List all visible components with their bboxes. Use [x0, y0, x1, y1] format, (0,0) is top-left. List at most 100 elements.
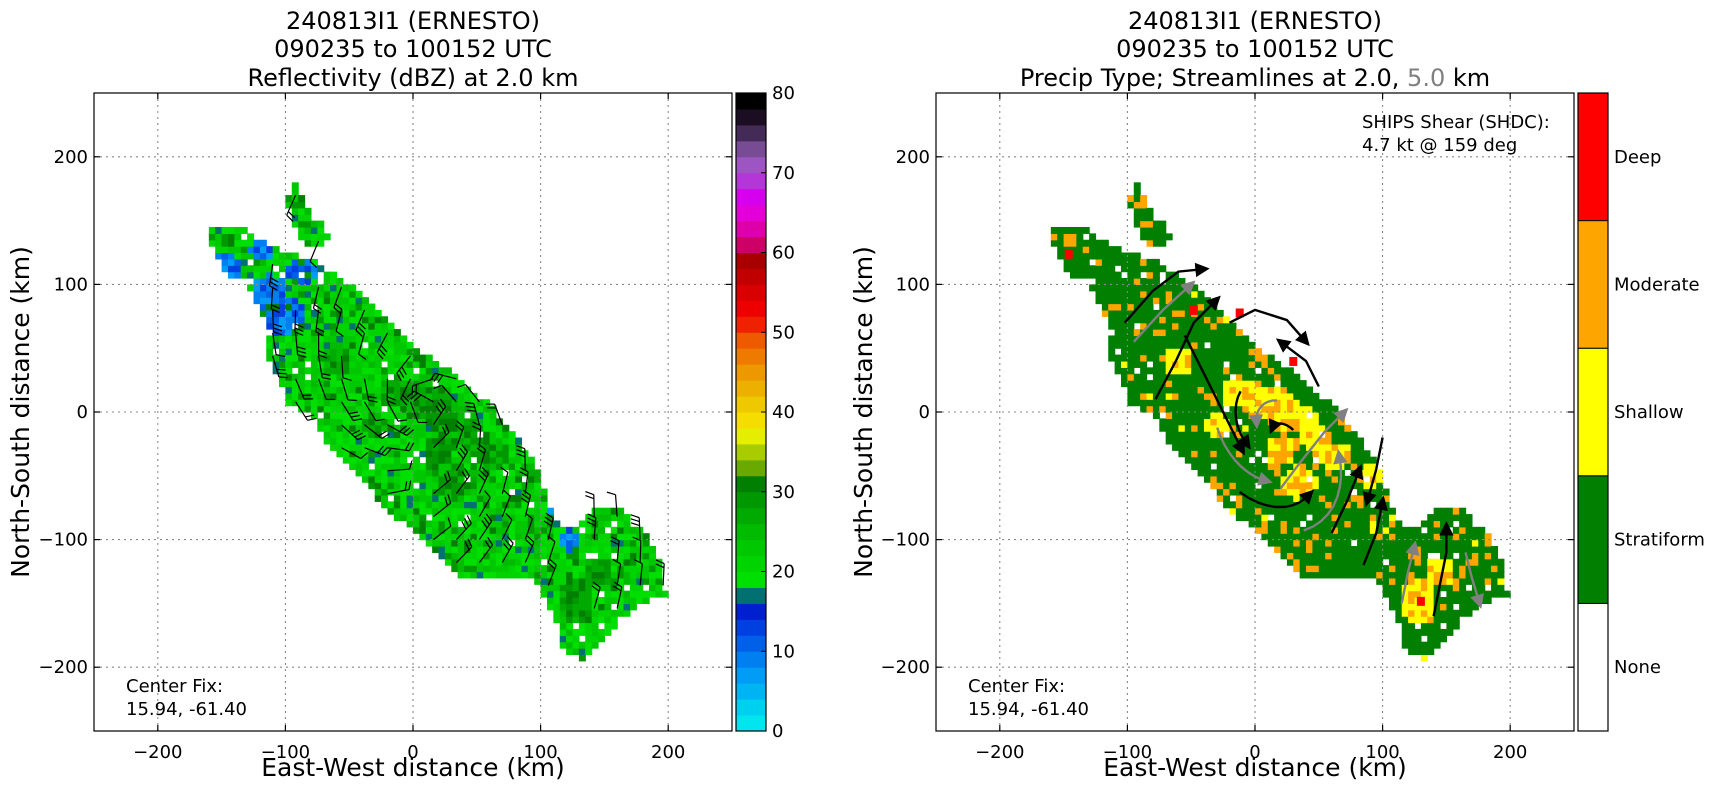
reflectivity-cell	[336, 412, 344, 419]
precip-type-cell	[1248, 437, 1256, 445]
precip-type-cell	[1433, 514, 1441, 522]
precip-type-cell	[1312, 450, 1320, 458]
reflectivity-cell	[649, 590, 657, 598]
precip-type-cell	[1280, 469, 1288, 477]
reflectivity-cell	[572, 616, 580, 624]
precip-type-cell	[1140, 303, 1148, 311]
precip-type-cell	[1382, 507, 1390, 515]
reflectivity-cell	[393, 380, 401, 388]
reflectivity-cell	[279, 348, 286, 356]
reflectivity-cell	[425, 494, 433, 502]
reflectivity-cell	[489, 565, 497, 573]
precip-type-cell	[1210, 309, 1218, 317]
reflectivity-cell	[374, 329, 382, 337]
right-title-line-1: 240813I1 (ERNESTO)	[1128, 7, 1382, 35]
precip-type-cell	[1108, 348, 1116, 356]
reflectivity-cell	[298, 367, 306, 375]
precip-type-cell	[1095, 297, 1103, 305]
reflectivity-cell	[336, 443, 344, 451]
precip-type-cell	[1363, 565, 1371, 573]
precip-type-cell	[1223, 392, 1231, 400]
reflectivity-cell	[623, 603, 631, 611]
reflectivity-cell	[285, 335, 293, 343]
precip-type-cell	[1357, 526, 1365, 534]
precip-type-cell	[1337, 488, 1345, 496]
reflectivity-cell	[649, 558, 657, 566]
precip-type-cell	[1197, 463, 1205, 471]
precip-category-label: Shallow	[1614, 402, 1684, 423]
precip-type-cell	[1235, 463, 1243, 471]
reflectivity-cell	[342, 456, 350, 464]
precip-type-cell	[1184, 348, 1192, 356]
reflectivity-cell	[259, 278, 267, 285]
reflectivity-cell	[419, 367, 427, 375]
precip-type-cell	[1440, 507, 1447, 515]
reflectivity-cell	[470, 488, 478, 496]
precip-type-cell	[1178, 450, 1186, 458]
precip-type-cell	[1286, 450, 1294, 458]
precip-type-cell	[1440, 616, 1447, 624]
reflectivity-cell	[483, 552, 491, 560]
reflectivity-cell	[298, 354, 306, 362]
precip-type-cell	[1197, 367, 1205, 375]
reflectivity-cell	[508, 450, 516, 458]
reflectivity-cell	[381, 322, 389, 330]
reflectivity-cell	[585, 648, 593, 656]
reflectivity-cell	[604, 507, 612, 515]
reflectivity-cell	[342, 399, 350, 407]
precip-type-cell	[1261, 380, 1269, 388]
precip-type-cell	[1440, 571, 1447, 579]
precip-type-cell	[1433, 641, 1441, 649]
reflectivity-cell	[374, 341, 382, 349]
colorbar-swatch	[736, 507, 766, 525]
precip-type-cell	[1095, 271, 1103, 279]
precip-type-cell	[1133, 278, 1141, 285]
precip-type-cell	[1286, 494, 1294, 502]
reflectivity-cell	[598, 565, 605, 573]
precip-type-cell	[1203, 443, 1211, 451]
reflectivity-cell	[425, 399, 433, 407]
wind-barb	[396, 355, 411, 382]
reflectivity-cell	[374, 431, 382, 439]
reflectivity-cell	[527, 488, 535, 496]
precip-type-cell	[1235, 501, 1243, 509]
reflectivity-cell	[330, 431, 338, 439]
reflectivity-cell	[432, 392, 440, 400]
precip-type-cell	[1459, 545, 1467, 553]
precip-type-cell	[1248, 341, 1256, 349]
precip-type-cell	[1344, 475, 1352, 483]
precip-type-cell	[1267, 482, 1275, 490]
wind-barb	[478, 466, 489, 494]
wind-barb	[472, 421, 482, 448]
precip-type-cell	[1337, 437, 1345, 445]
precip-type-cell	[1063, 226, 1071, 234]
precip-type-cell	[1140, 309, 1148, 317]
precip-type-cell	[1331, 545, 1339, 553]
reflectivity-cell	[515, 501, 523, 509]
reflectivity-cell	[464, 533, 472, 541]
precip-type-cell	[1127, 354, 1135, 362]
reflectivity-cell	[253, 290, 261, 298]
reflectivity-cell	[598, 520, 605, 528]
reflectivity-cell	[413, 501, 420, 509]
precip-type-cell	[1127, 297, 1135, 305]
reflectivity-cell	[368, 335, 376, 343]
reflectivity-cell	[553, 545, 561, 553]
precip-type-cell	[1452, 584, 1460, 592]
precip-type-cell	[1395, 616, 1403, 624]
precip-type-cell	[1210, 469, 1218, 477]
precip-type-cell	[1331, 494, 1339, 502]
reflectivity-cell	[317, 226, 325, 234]
precip-colorbar-swatch	[1577, 475, 1609, 604]
reflectivity-cell	[361, 322, 369, 330]
precip-type-cell	[1395, 558, 1403, 566]
precip-type-cell	[1172, 443, 1180, 451]
precip-type-cell	[1216, 412, 1224, 419]
precip-type-cell	[1325, 494, 1333, 502]
reflectivity-cell	[617, 552, 625, 560]
reflectivity-cell	[406, 348, 414, 356]
precip-colorbar-swatch	[1577, 220, 1609, 349]
precip-type-cell	[1299, 418, 1307, 426]
